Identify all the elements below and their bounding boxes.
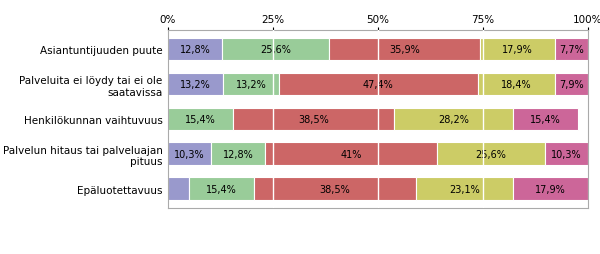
Bar bbox=[394, 108, 513, 131]
Text: 15,4%: 15,4% bbox=[206, 184, 237, 194]
Bar bbox=[437, 143, 545, 165]
Text: 12,8%: 12,8% bbox=[179, 45, 210, 55]
Bar bbox=[223, 73, 279, 96]
Bar bbox=[265, 143, 437, 165]
Text: 7,7%: 7,7% bbox=[559, 45, 584, 55]
Text: 10,3%: 10,3% bbox=[175, 149, 205, 159]
Text: 15,4%: 15,4% bbox=[185, 114, 216, 124]
Bar bbox=[478, 73, 555, 96]
Bar bbox=[211, 143, 265, 165]
Bar bbox=[480, 39, 555, 61]
Bar bbox=[168, 143, 211, 165]
Text: 17,9%: 17,9% bbox=[502, 45, 533, 55]
Text: 25,6%: 25,6% bbox=[476, 149, 506, 159]
Text: 18,4%: 18,4% bbox=[501, 80, 532, 90]
Text: 7,9%: 7,9% bbox=[560, 80, 584, 90]
Bar bbox=[416, 178, 513, 200]
Bar bbox=[329, 39, 480, 61]
Text: 38,5%: 38,5% bbox=[320, 184, 350, 194]
Text: 12,8%: 12,8% bbox=[223, 149, 254, 159]
Bar bbox=[168, 108, 233, 131]
Text: 38,5%: 38,5% bbox=[298, 114, 329, 124]
Text: 13,2%: 13,2% bbox=[181, 80, 211, 90]
Bar bbox=[555, 39, 587, 61]
Text: 35,9%: 35,9% bbox=[389, 45, 420, 55]
Bar bbox=[190, 178, 254, 200]
Text: 13,2%: 13,2% bbox=[236, 80, 266, 90]
Text: 17,9%: 17,9% bbox=[535, 184, 566, 194]
Bar bbox=[555, 73, 589, 96]
Bar bbox=[254, 178, 416, 200]
Text: 28,2%: 28,2% bbox=[438, 114, 469, 124]
Text: 15,4%: 15,4% bbox=[530, 114, 560, 124]
Text: 47,4%: 47,4% bbox=[363, 80, 394, 90]
Bar bbox=[222, 39, 329, 61]
Bar bbox=[233, 108, 394, 131]
Text: 25,6%: 25,6% bbox=[260, 45, 291, 55]
Bar bbox=[279, 73, 478, 96]
Bar bbox=[168, 73, 223, 96]
Bar bbox=[513, 108, 578, 131]
Bar bbox=[545, 143, 588, 165]
Bar bbox=[168, 178, 190, 200]
Text: 10,3%: 10,3% bbox=[551, 149, 581, 159]
Bar bbox=[168, 39, 222, 61]
Bar bbox=[513, 178, 588, 200]
Text: 41%: 41% bbox=[340, 149, 362, 159]
Text: 23,1%: 23,1% bbox=[449, 184, 479, 194]
